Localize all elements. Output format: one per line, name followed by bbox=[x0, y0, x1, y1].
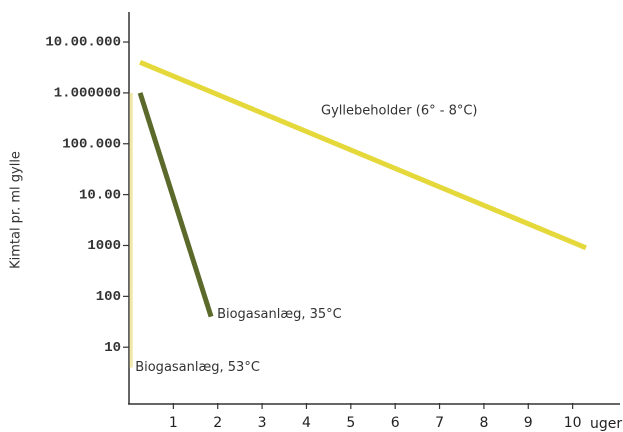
series-label: Biogasanlæg, 53°C bbox=[135, 360, 260, 375]
series-line bbox=[137, 92, 214, 318]
x-tick-label: 8 bbox=[479, 415, 488, 431]
x-tick-label: 3 bbox=[258, 415, 267, 431]
x-tick-label: 10 bbox=[564, 415, 582, 431]
x-axis-label: uger bbox=[590, 416, 622, 432]
x-tick-label: 9 bbox=[524, 415, 533, 431]
y-tick-label: 1000 bbox=[87, 238, 121, 254]
y-tick-label: 10.00.000 bbox=[45, 35, 121, 51]
y-tick-label: 1.000000 bbox=[54, 86, 121, 102]
series-line bbox=[139, 59, 587, 251]
series-label: Gyllebeholder (6° - 8°C) bbox=[321, 104, 478, 119]
y-tick-label: 100.000 bbox=[62, 136, 121, 152]
y-axis-label: Kimtal pr. ml gylle bbox=[9, 151, 24, 269]
x-tick-label: 7 bbox=[435, 415, 444, 431]
x-tick-label: 5 bbox=[346, 415, 355, 431]
y-tick-label: 10 bbox=[104, 340, 121, 356]
y-tick-label: 100 bbox=[96, 289, 121, 305]
x-tick-label: 6 bbox=[391, 415, 400, 431]
x-tick-label: 1 bbox=[169, 415, 178, 431]
y-tick-label: 10.00 bbox=[79, 187, 121, 203]
series-label: Biogasanlæg, 35°C bbox=[217, 307, 342, 322]
x-tick-label: 2 bbox=[213, 415, 222, 431]
x-tick-label: 4 bbox=[302, 415, 311, 431]
